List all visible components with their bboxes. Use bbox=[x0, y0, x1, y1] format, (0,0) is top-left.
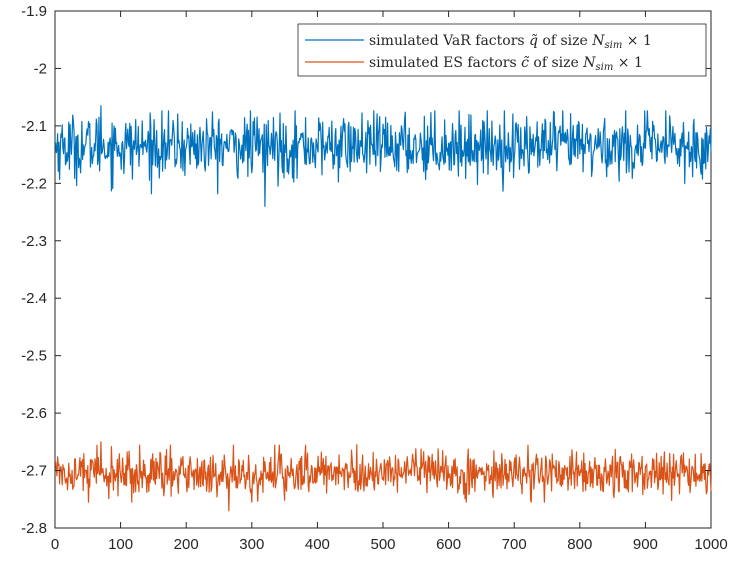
y-tick-label: -2.4 bbox=[21, 290, 47, 307]
legend-es-part-2: of size bbox=[529, 55, 583, 71]
y-axis: -1.9 -2 -2.1 -2.2 -2.3 -2.4 -2.5 -2.6 -2.7 -2.8 bbox=[21, 3, 711, 537]
y-tick-label: -2.5 bbox=[21, 348, 47, 365]
x-tick-label: 900 bbox=[633, 536, 658, 553]
x-tick-label: 600 bbox=[436, 536, 461, 553]
y-tick-label: -2.6 bbox=[21, 405, 47, 422]
y-tick-label: -1.9 bbox=[21, 3, 47, 20]
legend-es-n: N bbox=[582, 55, 596, 71]
x-tick-label: 200 bbox=[174, 536, 199, 553]
legend-var-subscript: sim bbox=[605, 40, 623, 51]
series-line-var bbox=[55, 105, 712, 207]
legend: simulated VaR factors q̃ of size Nsim × … bbox=[297, 23, 707, 77]
y-tick-label: -2.7 bbox=[21, 463, 47, 480]
legend-box bbox=[297, 23, 707, 77]
x-tick-label: 400 bbox=[305, 536, 330, 553]
x-tick-label: 800 bbox=[567, 536, 592, 553]
x-tick-label: 700 bbox=[502, 536, 527, 553]
x-axis: 0 100 200 300 400 500 600 700 800 900 1000 bbox=[51, 11, 728, 553]
legend-es-subscript: sim bbox=[596, 62, 614, 73]
legend-es-part-3: × 1 bbox=[613, 55, 643, 71]
x-tick-label: 500 bbox=[370, 536, 395, 553]
legend-entry-var: simulated VaR factors q̃ of size Nsim × … bbox=[369, 33, 652, 51]
x-tick-label: 0 bbox=[51, 536, 59, 553]
legend-var-n: N bbox=[591, 33, 605, 49]
y-tick-label: -2.8 bbox=[21, 520, 47, 537]
y-tick-label: -2 bbox=[34, 60, 47, 77]
legend-var-symbol: q̃ bbox=[529, 33, 538, 49]
y-tick-label: -2.2 bbox=[21, 175, 47, 192]
legend-var-part-1: simulated VaR factors bbox=[369, 33, 529, 49]
x-tick-label: 1000 bbox=[694, 536, 727, 553]
legend-entry-es: simulated ES factors c̃ of size Nsim × 1 bbox=[369, 55, 643, 73]
x-tick-label: 100 bbox=[108, 536, 133, 553]
y-tick-label: -2.3 bbox=[21, 233, 47, 250]
y-tick-label: -2.1 bbox=[21, 118, 47, 135]
x-tick-label: 300 bbox=[239, 536, 264, 553]
legend-var-part-3: × 1 bbox=[622, 33, 652, 49]
legend-es-symbol: c̃ bbox=[521, 55, 529, 71]
legend-var-part-2: of size bbox=[538, 33, 592, 49]
legend-es-part-1: simulated ES factors bbox=[369, 55, 521, 71]
series-line-es bbox=[55, 441, 712, 512]
